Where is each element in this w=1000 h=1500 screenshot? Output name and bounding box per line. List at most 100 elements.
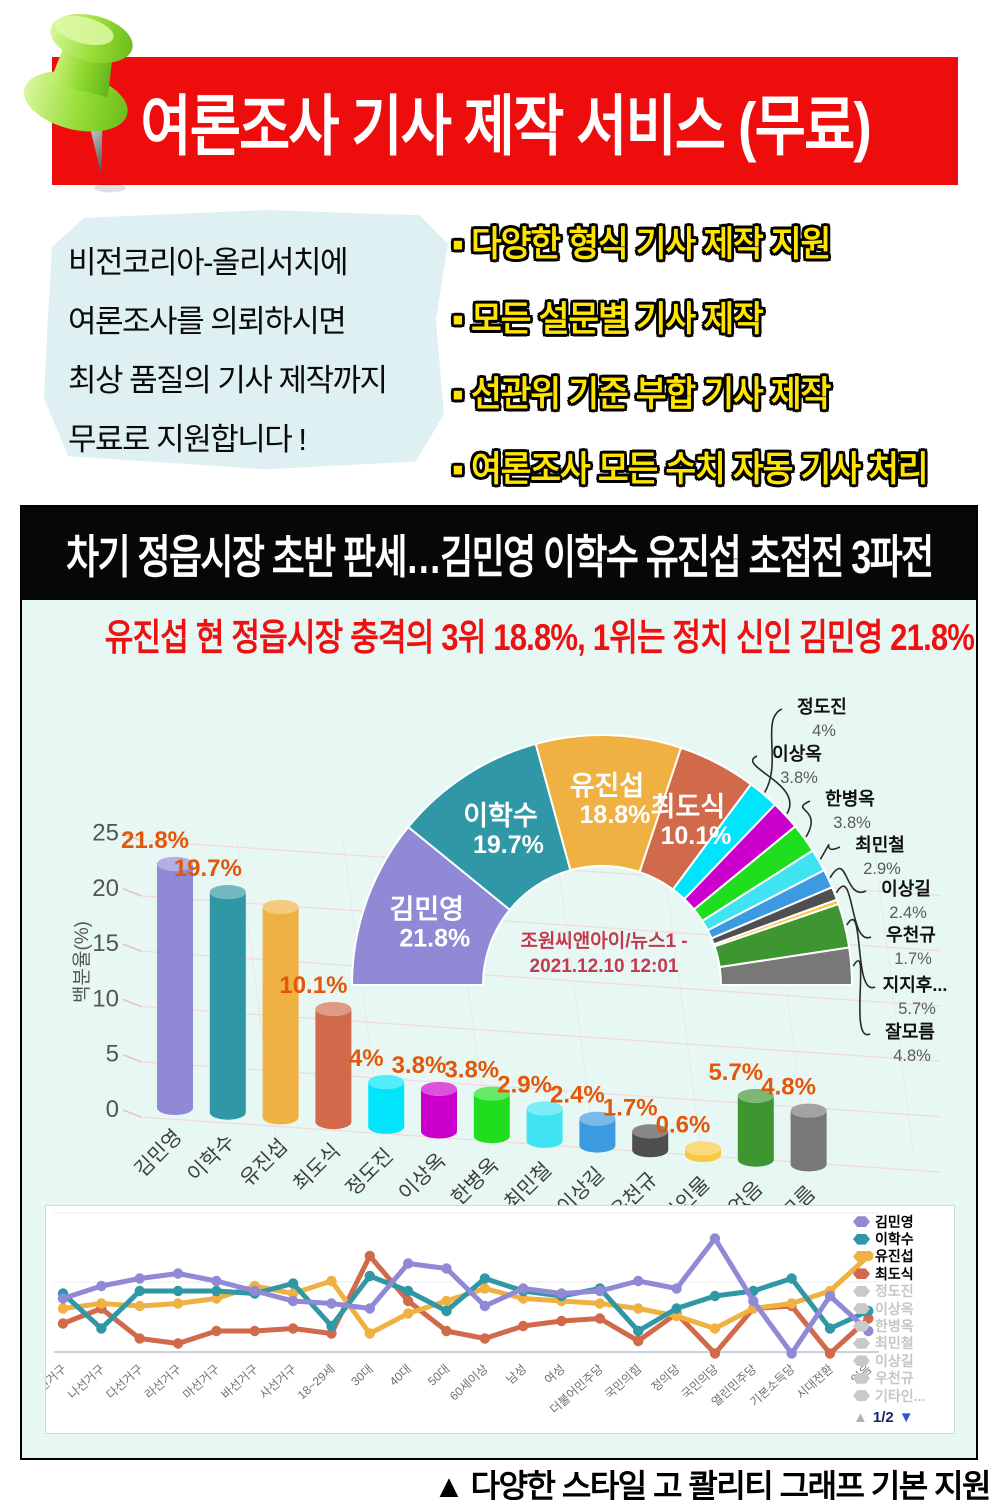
svg-text:나선거구: 나선거구 (65, 1362, 107, 1402)
trend-panel: 가선거구 나선거구 다선거구 라선거구 마선거구 바선거구 사선거구 18~29세 30대 40대… (45, 1205, 955, 1434)
svg-text:0.6%: 0.6% (656, 1111, 711, 1138)
svg-text:4%: 4% (812, 722, 836, 740)
svg-text:유진섭: 유진섭 (236, 1135, 292, 1191)
svg-text:10: 10 (92, 985, 119, 1012)
benefit-item: ▪ 선관위 기준 부합 기사 제작 (452, 375, 831, 414)
svg-text:25: 25 (92, 820, 119, 847)
svg-text:정의당: 정의당 (649, 1362, 683, 1395)
svg-text:이상옥: 이상옥 (772, 744, 822, 764)
benefit-item: ▪ 모든 설문별 기사 제작 (452, 300, 764, 339)
legend-marker-icon (853, 1390, 870, 1402)
legend-label: 최민철 (875, 1335, 914, 1352)
svg-text:3.8%: 3.8% (780, 769, 818, 787)
pushpin-icon (23, 13, 133, 193)
legend-label: 이상길 (875, 1352, 914, 1369)
bar-grid: 0 5 10 15 20 25 백분율(%) (71, 820, 941, 1173)
caption: ▲ 다양한 스타일 고 콸리티 그래프 기본 지원 (433, 1468, 991, 1500)
svg-text:백분율(%): 백분율(%) (71, 921, 93, 1003)
legend-marker-icon (853, 1372, 870, 1384)
svg-text:20: 20 (92, 875, 119, 902)
svg-text:3.8%: 3.8% (392, 1052, 447, 1079)
svg-text:4.8%: 4.8% (761, 1074, 816, 1101)
svg-text:최민철: 최민철 (855, 835, 905, 855)
svg-text:18~29세: 18~29세 (295, 1362, 338, 1402)
legend-item-1[interactable]: 이학수 (853, 1230, 951, 1247)
svg-text:최도식: 최도식 (289, 1139, 345, 1195)
article-subheadline: 유진섭 현 정읍시장 충격의 3위 18.8%, 1위는 정치 신인 김민영 2… (104, 617, 975, 658)
speech-bubble: 비전코리아-올리서치에 여론조사를 의뢰하시면 최상 품질의 기사 제작까지 무… (44, 210, 448, 470)
legend-page-up-icon[interactable]: ▲ (853, 1409, 868, 1427)
legend-item-6[interactable]: 한병옥 (853, 1317, 951, 1334)
svg-text:5.7%: 5.7% (898, 1000, 936, 1018)
svg-text:김민영: 김민영 (390, 895, 465, 925)
svg-text:가선거구: 가선거구 (46, 1362, 69, 1402)
legend-marker-icon (853, 1355, 870, 1367)
svg-text:여성: 여성 (542, 1362, 568, 1387)
svg-text:남성: 남성 (503, 1362, 529, 1387)
svg-text:50대: 50대 (425, 1362, 452, 1389)
legend-page-down-icon[interactable]: ▼ (898, 1409, 914, 1427)
svg-text:이상길: 이상길 (881, 878, 931, 899)
article-headline-bar: 차기 정읍시장 초반 판세…김민영 이학수 유진섭 초접전 3파전 (22, 507, 976, 600)
svg-text:1.7%: 1.7% (603, 1094, 658, 1121)
svg-text:2.9%: 2.9% (497, 1071, 552, 1098)
legend-label: 김민영 (875, 1213, 914, 1230)
svg-text:한병옥: 한병옥 (825, 789, 875, 809)
legend-item-9[interactable]: 우천규 (853, 1370, 951, 1387)
legend-item-5[interactable]: 이상옥 (853, 1300, 951, 1317)
svg-text:2021.12.10 12:01: 2021.12.10 12:01 (530, 956, 679, 977)
svg-text:지지후...: 지지후... (883, 975, 948, 995)
article-subheadline-row: 유진섭 현 정읍시장 충격의 3위 18.8%, 1위는 정치 신인 김민영 2… (22, 607, 976, 661)
svg-text:30대: 30대 (348, 1362, 375, 1389)
svg-text:2.9%: 2.9% (863, 860, 901, 878)
poll-board: 0 5 10 15 20 25 백분율(%) 21.8% 김민영 19.7% 이학수 유진섭 10.1%… (20, 505, 978, 1460)
svg-text:0: 0 (106, 1096, 119, 1123)
svg-text:2.4%: 2.4% (550, 1082, 605, 1109)
legend-label: 우천규 (875, 1370, 914, 1387)
legend-item-3[interactable]: 최도식 (853, 1265, 951, 1282)
svg-text:우천규: 우천규 (886, 925, 936, 945)
svg-text:21.8%: 21.8% (399, 925, 470, 953)
legend-page-label: 1/2 (872, 1409, 894, 1427)
legend-marker-icon (853, 1250, 870, 1262)
legend-item-7[interactable]: 최민철 (853, 1335, 951, 1352)
svg-text:1.7%: 1.7% (894, 950, 932, 968)
benefit-item: ▪ 여론조사 모든 수치 자동 기사 처리 (452, 450, 928, 489)
legend-marker-icon (853, 1337, 870, 1349)
svg-text:3.8%: 3.8% (444, 1057, 499, 1084)
legend-item-10[interactable]: 기타인... (853, 1387, 951, 1404)
legend-item-0[interactable]: 김민영 (853, 1213, 951, 1230)
svg-text:이학수: 이학수 (463, 801, 538, 831)
svg-text:21.8%: 21.8% (121, 827, 189, 854)
svg-text:사선거구: 사선거구 (257, 1362, 299, 1402)
top-banner-title: 여론조사 기사 제작 서비스 (무료) (140, 89, 871, 163)
legend-label: 한병옥 (875, 1318, 914, 1335)
svg-text:이상옥: 이상옥 (394, 1149, 450, 1205)
svg-text:시대전환: 시대전환 (794, 1362, 836, 1402)
svg-text:바선거구: 바선거구 (219, 1362, 261, 1402)
svg-text:이학수: 이학수 (183, 1130, 239, 1186)
svg-text:잘모름: 잘모름 (885, 1022, 935, 1042)
legend-label: 유진섭 (875, 1248, 914, 1265)
bubble-text: 비전코리아-올리서치에 여론조사를 의뢰하시면 최상 품질의 기사 제작까지 무… (68, 245, 388, 457)
legend-item-8[interactable]: 이상길 (853, 1352, 951, 1369)
legend-label: 이학수 (875, 1231, 914, 1248)
legend-marker-icon (853, 1268, 870, 1280)
svg-text:10.1%: 10.1% (660, 822, 731, 850)
legend-marker-icon (853, 1233, 870, 1245)
svg-text:유진섭: 유진섭 (570, 771, 645, 801)
legend-label: 정도진 (875, 1283, 914, 1300)
article-headline: 차기 정읍시장 초반 판세…김민영 이학수 유진섭 초접전 3파전 (65, 530, 934, 583)
svg-text:4.8%: 4.8% (893, 1047, 931, 1065)
svg-text:60세이상: 60세이상 (447, 1362, 491, 1403)
svg-text:국민의힘: 국민의힘 (602, 1362, 644, 1402)
svg-text:라선거구: 라선거구 (142, 1362, 184, 1402)
legend-label: 기타인... (875, 1387, 926, 1404)
legend-item-4[interactable]: 정도진 (853, 1283, 951, 1300)
legend-item-2[interactable]: 유진섭 (853, 1248, 951, 1265)
benefit-item: ▪ 다양한 형식 기사 제작 지원 (452, 225, 831, 264)
legend-pagination: ▲ 1/2 ▼ (853, 1409, 951, 1426)
